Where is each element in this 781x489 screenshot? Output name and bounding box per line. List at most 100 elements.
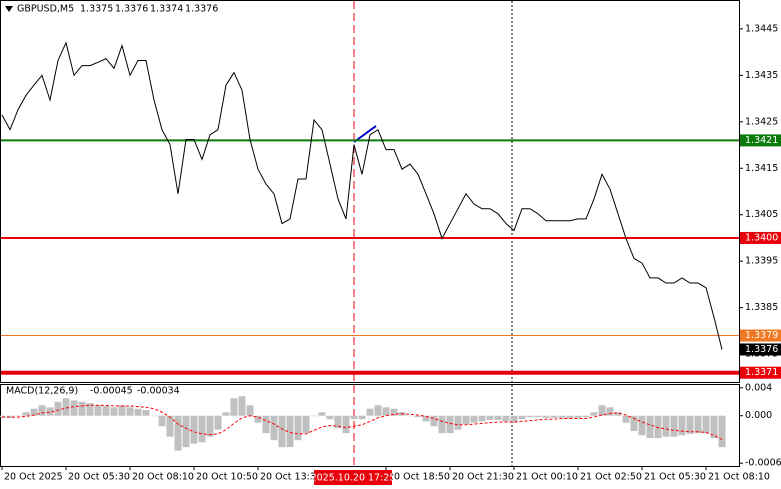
y-tick-label: 1.3415	[745, 163, 778, 174]
macd-bar	[606, 407, 614, 416]
macd-bar	[182, 415, 190, 448]
macd-bar	[542, 415, 550, 418]
macd-readout: -0.00045	[90, 386, 133, 397]
x-tick-label: 21 Oct 00:10	[516, 472, 578, 483]
macd-bar	[574, 415, 582, 418]
macd-bar	[46, 407, 54, 416]
y-tick-label: 1.3395	[745, 256, 778, 267]
y-tick-label: 1.3405	[745, 209, 778, 220]
macd-bar	[294, 415, 302, 441]
macd-frame	[0, 384, 740, 467]
macd-bar	[638, 415, 646, 436]
price-level-label: 1.3379	[745, 330, 778, 341]
macd-bar	[350, 415, 358, 420]
macd-bar	[694, 415, 702, 434]
macd-bar	[486, 415, 494, 420]
macd-bar	[326, 415, 334, 420]
macd-bar	[566, 415, 574, 419]
crosshair-box	[314, 470, 392, 485]
price-level-box	[740, 329, 781, 342]
x-tick-label: 20 Oct 21:30	[452, 472, 514, 483]
macd-bar	[214, 415, 222, 430]
macd-bar	[70, 400, 78, 416]
macd-bar	[494, 415, 502, 420]
price-level-box	[740, 231, 781, 244]
x-tick-label: 20 Oct 13:30	[260, 472, 322, 483]
macd-bar	[118, 405, 126, 416]
x-tick-label: 20 Oct 08:10	[132, 472, 194, 483]
x-tick-label: 21 Oct 08:10	[708, 472, 770, 483]
macd-bar	[134, 408, 142, 416]
macd-bar	[374, 405, 382, 416]
macd-bar	[470, 415, 478, 423]
macd-bar	[558, 415, 566, 418]
macd-bar	[206, 415, 214, 437]
macd-bar	[302, 415, 310, 434]
macd-bar	[630, 415, 638, 432]
macd-bar	[318, 412, 326, 416]
macd-readout: -0.00034	[137, 386, 180, 397]
y-tick-label: 0.000	[745, 410, 772, 421]
y-tick-label: -0.00068	[745, 458, 781, 469]
macd-bar	[590, 412, 598, 416]
macd-bar	[254, 415, 262, 423]
macd-bar	[670, 415, 678, 437]
macd-title: MACD(12,26,9)	[6, 386, 78, 397]
macd-bar	[78, 401, 86, 416]
macd-bar	[30, 408, 38, 416]
macd-bar	[174, 415, 182, 451]
trendline	[353, 125, 377, 143]
macd-bar	[358, 415, 366, 420]
macd-bar	[230, 398, 238, 416]
macd-bar	[366, 408, 374, 416]
y-tick-label: 1.3425	[745, 116, 778, 127]
y-tick-label: 1.3445	[745, 23, 778, 34]
macd-bar	[102, 405, 110, 416]
current-price-label: 1.3376	[745, 344, 778, 355]
macd-bar	[0, 415, 6, 418]
macd-bar	[518, 415, 526, 420]
quote: 1.3376	[185, 4, 218, 15]
macd-bar	[718, 415, 726, 448]
macd-bar	[686, 415, 694, 434]
menu-triangle	[5, 6, 13, 12]
macd-bar	[614, 412, 622, 416]
x-tick-label: 20 Oct 10:50	[196, 472, 258, 483]
macd-bar	[94, 405, 102, 416]
chart-title: GBPUSD,M5	[17, 4, 74, 15]
macd-bar	[142, 410, 150, 416]
main-frame	[0, 0, 740, 383]
price-level-box	[740, 134, 781, 147]
x-tick-label: 20 Oct 2025	[4, 472, 63, 483]
macd-bar	[342, 415, 350, 434]
macd-bar	[166, 415, 174, 437]
macd-bar	[510, 415, 518, 423]
x-tick-label: 21 Oct 02:50	[580, 472, 642, 483]
macd-bar	[198, 415, 206, 443]
macd-bar	[462, 415, 470, 425]
macd-bar	[702, 415, 710, 434]
macd-bar	[238, 396, 246, 416]
quote: 1.3375	[80, 4, 113, 15]
y-tick-label: 1.3435	[745, 70, 778, 81]
macd-bar	[286, 415, 294, 448]
y-tick-label: 0.004	[745, 382, 772, 393]
macd-bar	[446, 415, 454, 434]
price-level-label: 1.3421	[745, 135, 778, 146]
macd-bar	[478, 415, 486, 422]
macd-bar	[334, 415, 342, 429]
macd-bar	[678, 415, 686, 436]
macd-bar	[246, 405, 254, 416]
price-level-box	[740, 366, 781, 379]
macd-bar	[550, 415, 558, 418]
macd-bar	[454, 415, 462, 430]
x-tick-label: 21 Oct 05:30	[644, 472, 706, 483]
macd-bar	[582, 415, 590, 418]
price-level-label: 1.3371	[745, 367, 778, 378]
macd-bar	[262, 415, 270, 434]
macd-bar	[158, 415, 166, 427]
macd-bar	[710, 415, 718, 439]
macd-bar	[662, 415, 670, 437]
macd-bar	[646, 415, 654, 439]
